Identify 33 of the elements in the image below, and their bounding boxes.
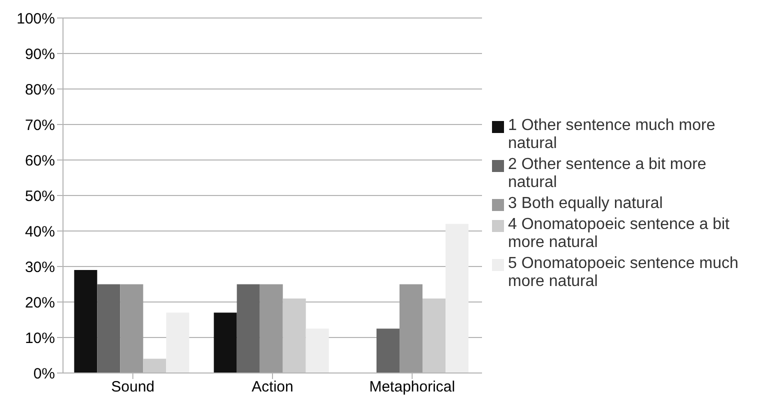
x-tick-label: Metaphorical [369, 378, 456, 396]
legend-label: 1 Other sentence much more natural [508, 117, 716, 153]
y-tick-label: 30% [24, 258, 55, 276]
legend-label: 4 Onomatopoeic sentence a bit more natural [508, 216, 730, 252]
bar [214, 312, 237, 373]
bar [166, 312, 190, 373]
bar [120, 284, 144, 373]
y-tick-label: 10% [24, 330, 55, 347]
y-tick-label: 100% [16, 10, 55, 28]
y-tick-label: 80% [24, 81, 55, 98]
bar [143, 358, 166, 373]
y-tick-label: 70% [24, 116, 55, 134]
x-tick-label: Action [252, 378, 294, 396]
bar [282, 298, 306, 373]
x-tick-label: Sound [111, 378, 155, 396]
bar [400, 284, 423, 373]
legend-label: 3 Both equally natural [508, 195, 663, 213]
legend-label: 5 Onomatopoeic sentence much more natural [508, 255, 740, 291]
bar [260, 284, 283, 373]
y-tick-label: 0% [33, 365, 55, 382]
y-tick-label: 90% [24, 46, 55, 63]
bar [306, 328, 329, 373]
legend-label: 2 Other sentence a bit more natural [508, 156, 708, 192]
bar [74, 270, 98, 373]
y-tick-label: 50% [24, 188, 55, 205]
bar [446, 224, 469, 373]
y-tick-label: 60% [24, 152, 55, 170]
y-tick-label: 40% [24, 223, 55, 240]
bar [97, 284, 120, 373]
y-tick-label: 20% [24, 294, 55, 312]
bar [376, 328, 400, 373]
bar [236, 284, 260, 373]
bar [422, 298, 446, 373]
